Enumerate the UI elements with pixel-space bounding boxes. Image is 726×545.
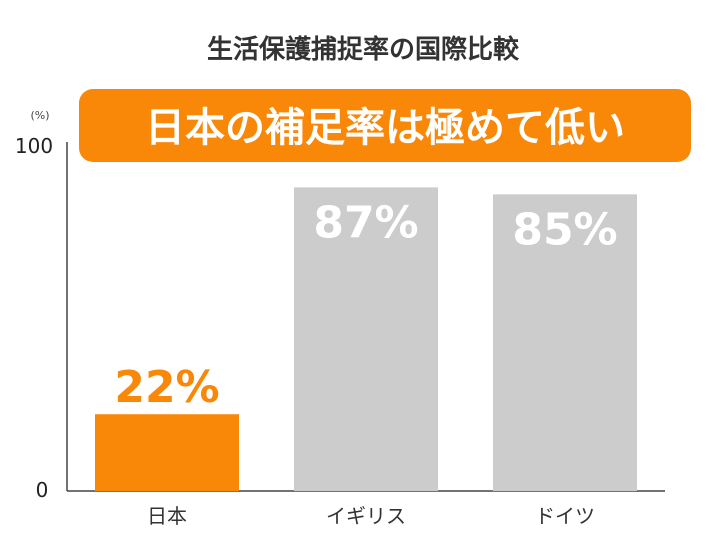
y-tick-100: 100 <box>15 134 53 158</box>
y-tick-0: 0 <box>36 478 49 502</box>
category-label-0: 日本 <box>147 504 187 528</box>
value-label-1: 87% <box>313 197 418 248</box>
category-label-2: ドイツ <box>535 504 595 528</box>
value-label-0: 22% <box>114 362 219 413</box>
y-unit-label: (%) <box>30 109 49 122</box>
bar-2 <box>493 194 637 491</box>
annotation-banner: 日本の補足率は極めて低い <box>79 89 691 162</box>
bars-group: 22% 日本 87% イギリス 85% ドイツ <box>95 187 637 528</box>
category-label-1: イギリス <box>326 504 406 528</box>
annotation-text: 日本の補足率は極めて低い <box>145 105 625 151</box>
bar-0 <box>95 414 239 491</box>
value-label-2: 85% <box>512 204 617 255</box>
chart-title: 生活保護捕捉率の国際比較 <box>207 34 520 65</box>
annotation-banner-box <box>79 89 691 162</box>
bar-1 <box>294 187 438 491</box>
